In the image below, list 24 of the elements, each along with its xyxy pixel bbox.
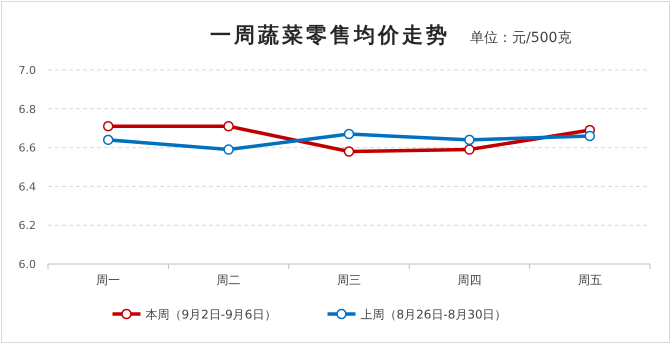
x-tick-label: 周三 [337,273,361,287]
y-tick-label: 6.0 [18,258,36,271]
y-tick-label: 6.4 [18,180,36,194]
x-tick-label: 周一 [96,273,120,287]
legend-label: 本周（9月2日-9月6日） [146,308,276,322]
point [464,134,475,146]
y-tick-label: 7.0 [18,64,36,77]
point [344,128,354,140]
x-tick-label: 周二 [216,273,241,287]
point [584,130,596,142]
y-tick-label: 6.8 [18,102,36,116]
y-tick-label: 6.6 [18,142,36,155]
x-tick-label: 周四 [457,273,482,287]
chart-subtitle: 单位：元/500克 [470,30,572,46]
point [102,134,114,146]
legend-label: 上周（8月26日-8月30日） [360,308,507,322]
point [223,144,234,155]
y-tick-label: 6.2 [18,219,36,232]
point [223,121,234,132]
point [102,121,114,132]
chart-title: 一周蔬菜零售均价走势 [210,23,450,47]
point [464,144,475,155]
point [344,146,354,157]
x-tick-label: 周五 [578,273,602,287]
